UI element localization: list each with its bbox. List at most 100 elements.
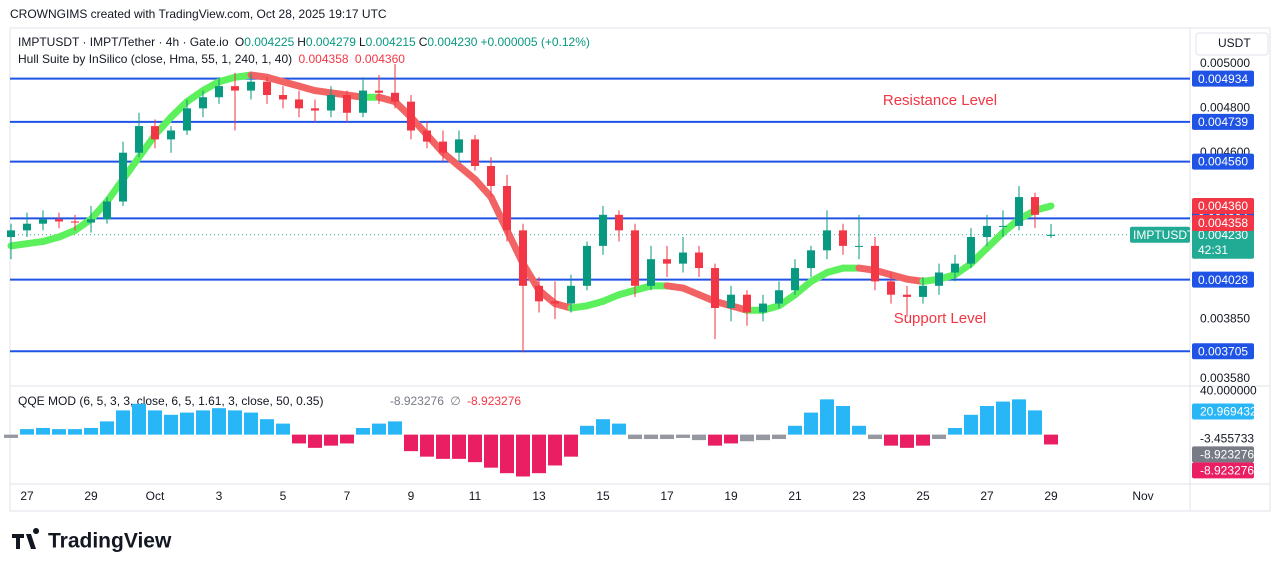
qqe-bar — [164, 414, 178, 435]
qqe-bar — [980, 405, 994, 435]
qqe-bar — [52, 429, 66, 435]
qqe-bar — [692, 434, 706, 441]
time-label: 15 — [596, 489, 610, 503]
change: +0.000005 (+0.12%) — [480, 35, 590, 49]
qqe-bar — [740, 434, 754, 442]
qqe-value: -8.923276 — [467, 394, 522, 408]
qqe-bar — [388, 421, 402, 435]
qqe-bar — [100, 421, 114, 435]
candle-body — [295, 99, 303, 109]
candle-body — [87, 219, 95, 223]
candle-body — [743, 294, 751, 313]
candle-body — [503, 185, 511, 231]
qqe-histogram — [4, 399, 1058, 477]
qqe-bar — [884, 434, 898, 446]
qqe-bar — [212, 408, 226, 435]
candle-body — [679, 252, 687, 264]
qqe-bar — [356, 428, 370, 435]
time-label: 23 — [852, 489, 866, 503]
levels: 0.0049340.0047390.0045600.0043040.004028… — [10, 70, 1254, 360]
candle-body — [935, 272, 943, 286]
candle-body — [663, 259, 671, 264]
candle-body — [983, 225, 991, 238]
qqe-bar — [500, 434, 514, 474]
hull-label: 0.004358 — [1198, 216, 1248, 230]
qqe-bar — [180, 412, 194, 435]
qqe-axis-label: -8.923276 — [1200, 464, 1254, 478]
candle-body — [279, 95, 287, 100]
candle-body — [583, 245, 591, 286]
candle-body — [71, 221, 79, 223]
currency-box[interactable] — [1195, 32, 1269, 56]
indicator-value: 0.004360 — [354, 52, 405, 66]
candle-body — [391, 92, 399, 102]
qqe-bar — [132, 403, 146, 435]
candle-body — [135, 126, 143, 153]
hull-segment — [471, 175, 495, 201]
qqe-legend: QQE MOD (6, 5, 3, 3, close, 6, 5, 1.61, … — [18, 394, 524, 408]
candle-body — [407, 101, 415, 131]
qqe-bar — [916, 434, 930, 446]
qqe-bar — [580, 425, 594, 435]
qqe-bar — [676, 434, 690, 438]
level-label-box — [1192, 271, 1254, 288]
ohlc-value: 0.004279 — [305, 35, 356, 49]
qqe-bar — [1012, 399, 1026, 435]
qqe-bar — [36, 428, 50, 435]
ohlc-value: 0.004230 — [427, 35, 478, 49]
qqe-bar — [148, 410, 162, 435]
candle-body — [599, 214, 607, 246]
qqe-bar — [836, 405, 850, 435]
qqe-bar — [612, 423, 626, 435]
qqe-bar — [20, 429, 34, 435]
candle-body — [455, 139, 463, 153]
qqe-bar — [1044, 434, 1058, 445]
candle-body — [535, 285, 543, 302]
candle-body — [327, 95, 335, 111]
candle-body — [807, 250, 815, 269]
candle-body — [999, 225, 1007, 227]
candle-body — [1015, 197, 1023, 226]
qqe-label-box — [1192, 403, 1254, 420]
qqe-bar — [964, 414, 978, 435]
y-tick-label: 0.004800 — [1200, 100, 1250, 114]
qqe-label-box — [1192, 446, 1254, 463]
time-label: 3 — [216, 489, 223, 503]
qqe-bar — [628, 434, 642, 440]
indicator-legend: Hull Suite by InSilico (close, Hma, 55, … — [18, 52, 408, 66]
qqe-bar — [84, 428, 98, 435]
currency: USDT — [1218, 36, 1251, 50]
qqe-bar — [116, 410, 130, 435]
qqe-bar — [868, 434, 882, 440]
annotation: Resistance Level — [883, 92, 997, 109]
hull-label-box — [1192, 197, 1254, 214]
qqe-bar — [772, 434, 786, 440]
time-label: 5 — [280, 489, 287, 503]
ohlc-value: 0.004225 — [244, 35, 295, 49]
qqe-bar — [292, 434, 306, 444]
hull-segment — [983, 229, 1007, 252]
countdown: 42:31 — [1198, 243, 1228, 257]
qqe-bar — [308, 434, 322, 448]
symbol: IMPTUSDT · IMPT/Tether · 4h · Gate.io — [18, 35, 229, 49]
time-label: 29 — [1044, 489, 1058, 503]
candle-body — [167, 130, 175, 140]
level-label: 0.004739 — [1198, 115, 1248, 129]
qqe-axis-label: 20.969432 — [1200, 405, 1257, 419]
qqe-bar — [340, 434, 354, 444]
qqe-bar — [4, 434, 18, 438]
logo-text: TradingView — [48, 530, 172, 553]
candle-body — [823, 230, 831, 251]
candle-body — [23, 223, 31, 231]
y-tick-label: 0.003580 — [1200, 371, 1250, 385]
candle-body — [967, 237, 975, 264]
candle-body — [215, 86, 223, 98]
candles — [7, 63, 1055, 353]
time-label: 25 — [916, 489, 930, 503]
qqe-bar — [932, 434, 946, 440]
time-label: 9 — [408, 489, 415, 503]
time-label: Nov — [1132, 489, 1153, 503]
candle-body — [567, 285, 575, 304]
time-label: 27 — [980, 489, 994, 503]
